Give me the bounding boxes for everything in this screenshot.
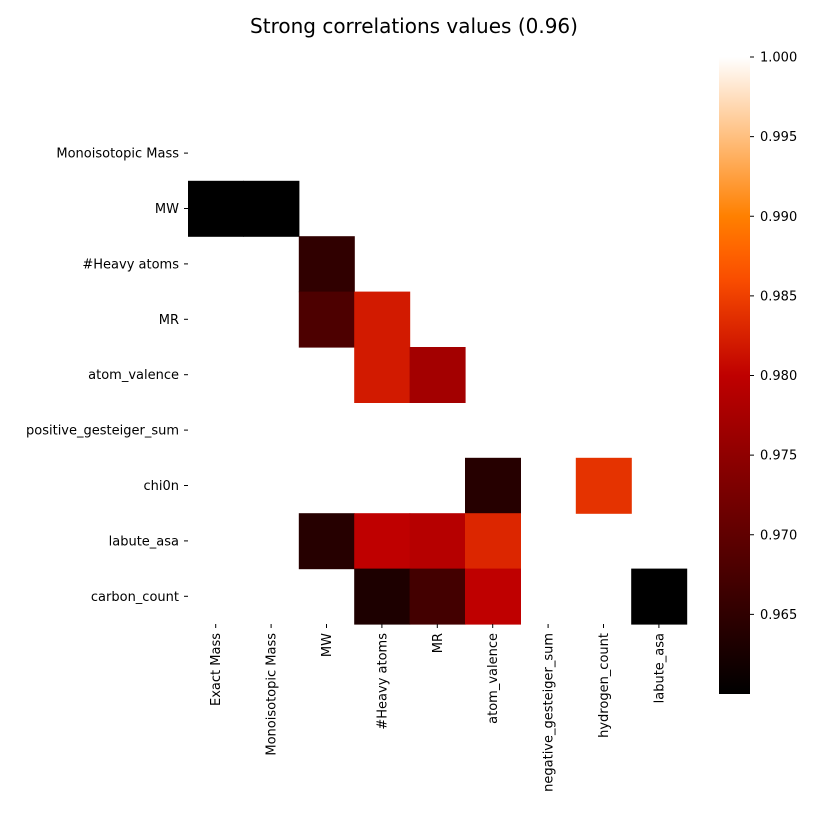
colorbar-tick-label: 0.965 (760, 608, 797, 623)
heatmap-cell (465, 513, 521, 570)
colorbar-tick-label: 0.970 (760, 528, 797, 543)
x-tick-label: labute_asa (652, 633, 667, 703)
x-axis: Exact Mass Monoisotopic Mass MW #Heavy atom… (209, 624, 667, 792)
x-tick-label: Monoisotopic Mass (265, 633, 280, 756)
heatmap-cell (631, 568, 688, 625)
colorbar-gradient (719, 57, 750, 694)
y-tick-label: positive_gesteiger_sum (26, 424, 179, 439)
x-tick-label: Exact Mass (209, 633, 224, 706)
heatmap-cell (354, 347, 411, 403)
chart-title: Strong correlations values (0.96) (250, 14, 578, 38)
heatmap-cells (188, 180, 688, 625)
y-tick-label: carbon_count (91, 590, 179, 605)
y-tick-label: Monoisotopic Mass (56, 147, 179, 162)
y-tick-label: chi0n (143, 479, 179, 494)
heatmap-cell (243, 180, 300, 237)
y-tick-label: MW (155, 202, 179, 217)
y-tick-label: MR (159, 313, 179, 328)
y-tick-label: labute_asa (109, 534, 179, 549)
x-tick-label: atom_valence (486, 633, 501, 724)
heatmap-cell (298, 513, 355, 570)
colorbar-tick-label: 0.990 (760, 210, 797, 225)
heatmap-cell (465, 457, 521, 514)
x-tick-label: MW (320, 633, 335, 657)
heatmap-cell (298, 291, 355, 348)
heatmap-cell (298, 236, 355, 293)
y-axis: Monoisotopic Mass MW #Heavy atoms MR atom_va… (26, 147, 188, 605)
y-tick-label: #Heavy atoms (82, 257, 179, 272)
colorbar-tick-label: 0.975 (760, 449, 797, 464)
colorbar-tick-label: 0.980 (760, 369, 797, 384)
heatmap-cell (354, 568, 411, 625)
colorbar-tick-label: 1.000 (760, 51, 797, 66)
x-tick-label: #Heavy atoms (375, 633, 390, 730)
colorbar-tick-label: 0.995 (760, 130, 797, 145)
heatmap-cell (409, 347, 466, 403)
x-tick-label: negative_gesteiger_sum (542, 633, 557, 792)
heatmap-cell (188, 180, 244, 237)
heatmap-cell (354, 291, 411, 348)
heatmap-cell (575, 457, 632, 514)
colorbar-tick-label: 0.985 (760, 289, 797, 304)
heatmap-cell (409, 513, 466, 570)
heatmap-cell (465, 568, 521, 625)
x-tick-label: hydrogen_count (597, 633, 612, 738)
heatmap-cell (409, 568, 466, 625)
heatmap-cell (354, 513, 411, 570)
colorbar: 1.000 0.995 0.990 0.985 0.980 0.975 0.970 0.965 (719, 51, 797, 694)
y-tick-label: atom_valence (88, 368, 179, 383)
x-tick-label: MR (431, 633, 446, 653)
